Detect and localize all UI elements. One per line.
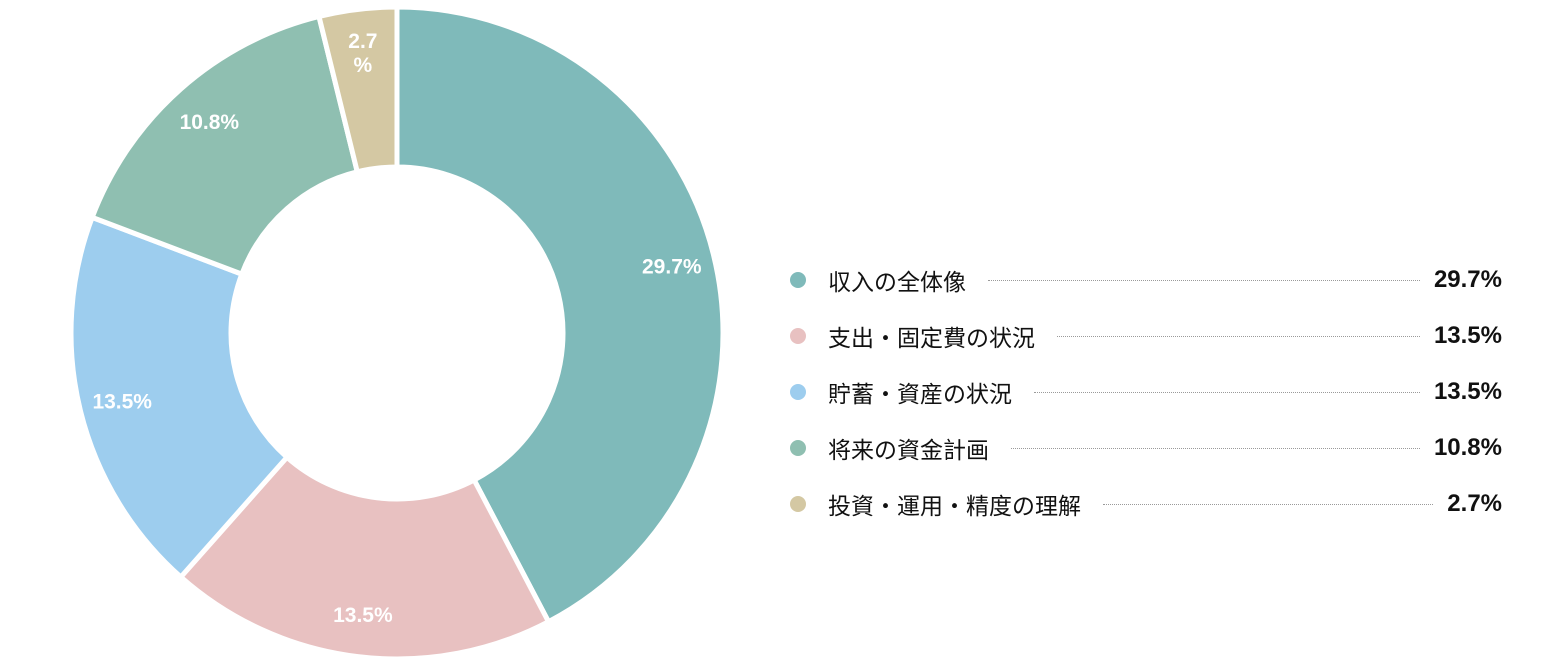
legend-color-dot <box>790 496 806 512</box>
legend-dotted-leader <box>988 279 1420 281</box>
slice-value-label: 29.7% <box>642 255 702 278</box>
legend-label: 将来の資金計画 <box>828 438 989 464</box>
legend: 収入の全体像 29.7% 支出・固定費の状況 13.5% 貯蓄・資産の状況 13.5% 将来… <box>790 252 1502 532</box>
slice-value-label: 2.7% <box>348 30 377 77</box>
legend-label: 支出・固定費の状況 <box>828 326 1035 352</box>
legend-color-dot <box>790 272 806 288</box>
legend-item: 支出・固定費の状況 13.5% <box>790 308 1502 364</box>
legend-item: 将来の資金計画 10.8% <box>790 420 1502 476</box>
legend-label: 投資・運用・精度の理解 <box>828 494 1081 520</box>
legend-value: 10.8% <box>1433 434 1502 461</box>
donut-slice <box>177 453 552 662</box>
slice-value-label: 13.5% <box>333 604 393 627</box>
legend-label: 貯蓄・資産の状況 <box>828 382 1012 408</box>
donut-slice <box>68 214 291 581</box>
legend-value: 13.5% <box>1433 378 1502 405</box>
legend-dotted-leader <box>1011 447 1420 449</box>
donut-slice <box>315 4 400 175</box>
legend-dotted-leader <box>1034 391 1420 393</box>
donut-slice <box>88 13 361 278</box>
legend-dotted-leader <box>1057 335 1420 337</box>
legend-color-dot <box>790 328 806 344</box>
legend-color-dot <box>790 384 806 400</box>
legend-color-dot <box>790 440 806 456</box>
legend-value: 13.5% <box>1433 322 1502 349</box>
slice-value-label: 10.8% <box>180 111 240 134</box>
donut-chart: 29.7% 13.5% 13.5% 10.8% 2.7% <box>68 4 726 662</box>
slice-value-label: 13.5% <box>92 391 152 414</box>
slices-group <box>68 4 726 662</box>
donut-slice <box>394 4 726 626</box>
legend-dotted-leader <box>1103 503 1434 505</box>
legend-value: 29.7% <box>1433 266 1502 293</box>
legend-item: 貯蓄・資産の状況 13.5% <box>790 364 1502 420</box>
legend-item: 投資・運用・精度の理解 2.7% <box>790 476 1502 532</box>
legend-label: 収入の全体像 <box>828 270 966 296</box>
legend-item: 収入の全体像 29.7% <box>790 252 1502 308</box>
legend-value: 2.7% <box>1447 490 1502 517</box>
slice-labels-group: 29.7% 13.5% 13.5% 10.8% 2.7% <box>92 30 701 627</box>
